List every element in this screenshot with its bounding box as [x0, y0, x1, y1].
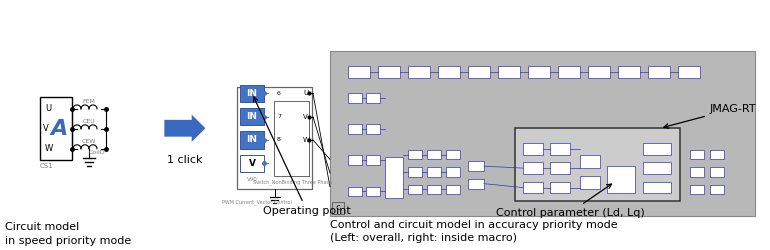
- Text: CoilD: CoilD: [89, 150, 105, 154]
- Text: A: A: [50, 119, 68, 139]
- Bar: [498, 66, 520, 78]
- Bar: [558, 66, 580, 78]
- Bar: [550, 143, 570, 154]
- Bar: [348, 156, 362, 165]
- Bar: [678, 66, 700, 78]
- Text: V90: V90: [246, 177, 257, 182]
- Bar: [580, 176, 600, 190]
- Bar: [378, 66, 400, 78]
- Bar: [348, 186, 362, 196]
- Bar: [348, 93, 362, 103]
- Bar: [580, 154, 600, 168]
- Bar: [240, 131, 264, 149]
- Bar: [366, 156, 380, 165]
- Text: V: V: [249, 159, 256, 168]
- Bar: [643, 162, 671, 174]
- Bar: [408, 167, 422, 177]
- Text: PWM Current_Vector Control: PWM Current_Vector Control: [222, 199, 292, 205]
- Text: Circuit model
in speed priority mode: Circuit model in speed priority mode: [5, 222, 131, 246]
- Bar: [648, 66, 670, 78]
- Bar: [366, 186, 380, 196]
- Text: Control and circuit model in accuracy priority mode
(Left: overall, right: insid: Control and circuit model in accuracy pr…: [330, 220, 618, 243]
- Bar: [710, 185, 724, 194]
- Bar: [523, 143, 543, 154]
- Bar: [40, 97, 72, 160]
- Text: FEM: FEM: [82, 99, 95, 104]
- Text: W: W: [303, 137, 310, 143]
- Text: JMAG-RT: JMAG-RT: [664, 104, 756, 128]
- Text: V: V: [43, 124, 49, 133]
- Bar: [408, 185, 422, 194]
- Bar: [528, 66, 550, 78]
- Text: U: U: [45, 104, 51, 113]
- Bar: [427, 185, 441, 194]
- Bar: [618, 66, 640, 78]
- Text: 8: 8: [277, 138, 281, 142]
- Bar: [427, 167, 441, 177]
- Text: CS1: CS1: [40, 163, 54, 169]
- Bar: [468, 161, 484, 171]
- Bar: [523, 162, 543, 174]
- Text: IN: IN: [246, 112, 257, 121]
- Bar: [690, 167, 704, 177]
- Text: CEU: CEU: [82, 119, 95, 124]
- Bar: [468, 66, 490, 78]
- Bar: [427, 150, 441, 159]
- Bar: [366, 93, 380, 103]
- Bar: [643, 182, 671, 194]
- Text: 1 click: 1 click: [167, 154, 203, 164]
- Bar: [408, 150, 422, 159]
- Text: V: V: [303, 114, 308, 119]
- Bar: [385, 158, 403, 198]
- Bar: [237, 88, 312, 190]
- Bar: [408, 66, 430, 78]
- Text: IN: IN: [246, 89, 257, 98]
- Bar: [446, 150, 460, 159]
- Bar: [643, 143, 671, 154]
- Bar: [240, 84, 264, 102]
- Bar: [438, 66, 460, 78]
- Text: Operating point: Operating point: [253, 97, 351, 216]
- Bar: [274, 101, 309, 176]
- Bar: [710, 150, 724, 159]
- Bar: [710, 167, 724, 177]
- Bar: [550, 182, 570, 194]
- Bar: [348, 66, 370, 78]
- Text: U: U: [303, 90, 308, 96]
- Bar: [468, 179, 484, 188]
- Bar: [550, 162, 570, 174]
- Bar: [446, 167, 460, 177]
- Text: W: W: [45, 144, 53, 153]
- Polygon shape: [164, 114, 206, 143]
- Bar: [446, 185, 460, 194]
- Bar: [690, 150, 704, 159]
- Bar: [240, 108, 264, 125]
- Bar: [588, 66, 610, 78]
- Bar: [240, 154, 264, 172]
- Bar: [332, 202, 344, 214]
- Bar: [690, 185, 704, 194]
- Text: c: c: [336, 204, 340, 212]
- Text: Control parameter (Ld, Lq): Control parameter (Ld, Lq): [496, 184, 644, 218]
- Bar: [366, 124, 380, 134]
- Bar: [330, 50, 755, 216]
- Bar: [607, 166, 635, 194]
- Bar: [348, 124, 362, 134]
- Text: CEW: CEW: [82, 139, 96, 144]
- Text: Switch_NonBinding Three Phase: Switch_NonBinding Three Phase: [253, 180, 331, 185]
- Text: 7: 7: [277, 114, 281, 119]
- Text: 6: 6: [277, 91, 281, 96]
- Bar: [523, 182, 543, 194]
- Text: IN: IN: [246, 136, 257, 144]
- Bar: [515, 128, 680, 201]
